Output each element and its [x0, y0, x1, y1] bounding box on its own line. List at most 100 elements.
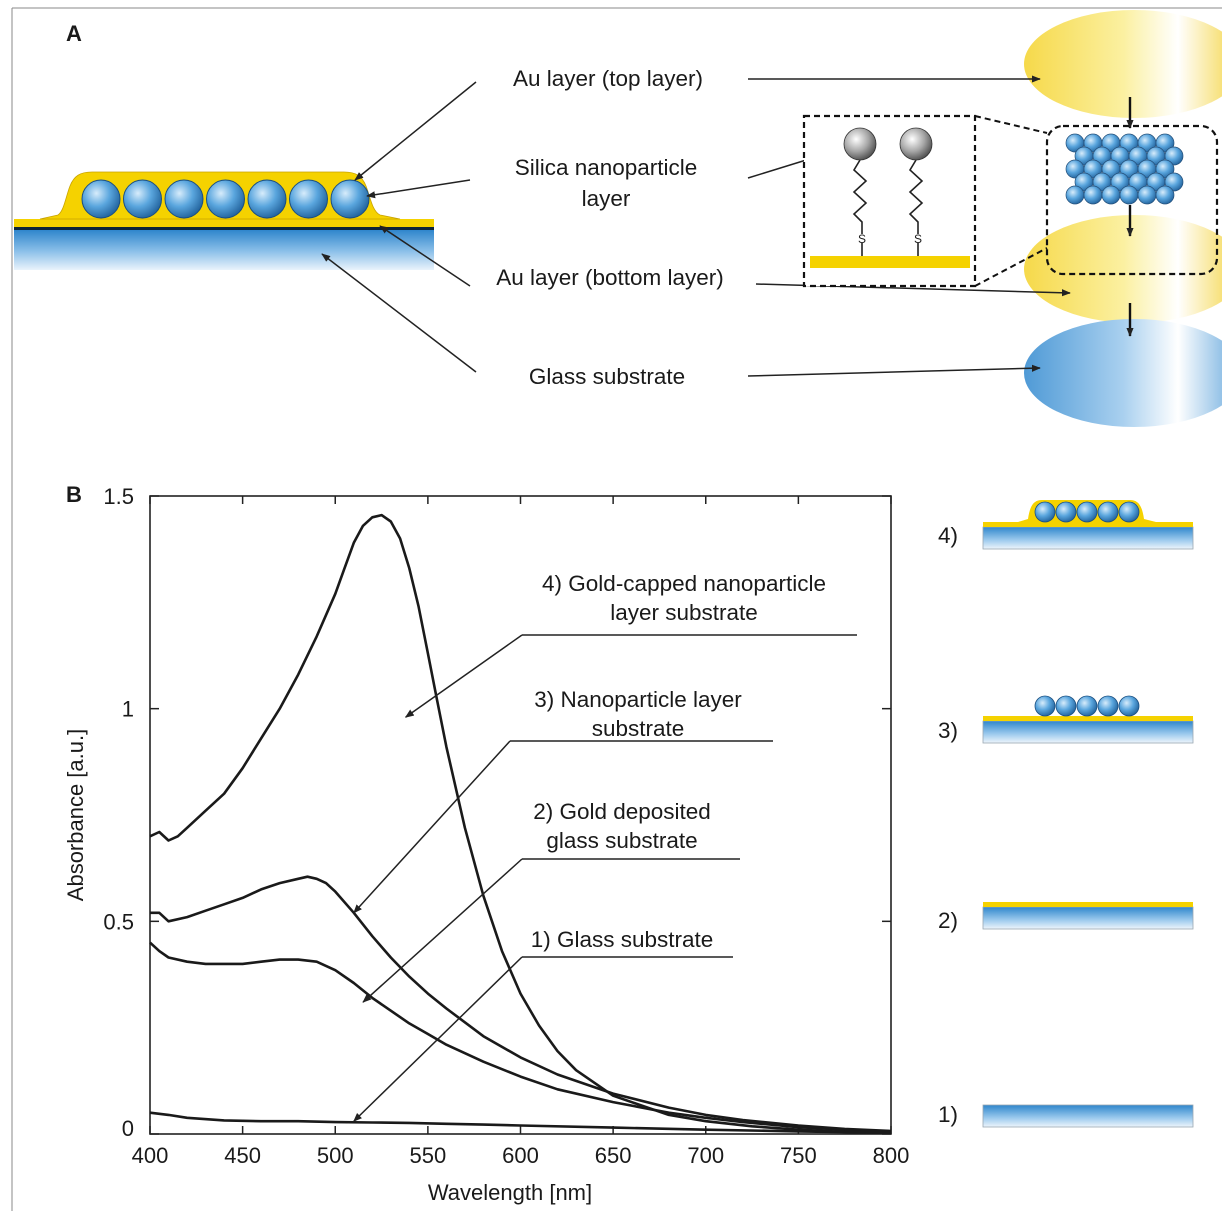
x-tick-label: 450: [224, 1143, 261, 1168]
x-tick-label: 550: [410, 1143, 447, 1168]
arrow-silica-left: [366, 179, 471, 199]
side-glass: [982, 720, 1194, 744]
annotation-a3-line2: substrate: [592, 716, 685, 741]
side-glass: [982, 1104, 1194, 1128]
panel-b: B 400 450 500 550 600 650 700 750 800 0 0.5 1 1.5 4)…: [63, 482, 1194, 1205]
silica-sphere-row: [81, 179, 370, 219]
silica-sphere: [164, 179, 204, 219]
side-glass: [982, 906, 1194, 930]
side-sphere: [1055, 501, 1077, 523]
glass-disc: [1024, 319, 1222, 427]
arrow-au-top-left: [354, 81, 477, 181]
side-sphere: [1076, 501, 1098, 523]
annotation-a1-line1: 1) Glass substrate: [531, 927, 714, 952]
absorbance-curves: [149, 513, 892, 1134]
silica-sphere: [206, 179, 245, 219]
cluster-sphere: [1164, 146, 1184, 166]
cluster-sphere: [1083, 185, 1103, 205]
thiol-linker-2: S: [899, 127, 933, 256]
label-au-bottom: Au layer (bottom layer): [496, 265, 724, 290]
annotation-a4-line2: layer substrate: [610, 600, 758, 625]
au-top-disc: [1024, 10, 1222, 118]
gray-sphere-1: [843, 127, 877, 161]
y-axis-title: Absorbance [a.u.]: [63, 729, 88, 901]
x-tick-label: 750: [780, 1143, 817, 1168]
silica-sphere: [247, 179, 287, 219]
x-tick-label: 700: [687, 1143, 724, 1168]
annotation-a4-line1: 4) Gold-capped nanoparticle: [542, 571, 826, 596]
side-label: 1): [938, 1102, 958, 1127]
side-sphere: [1118, 695, 1140, 717]
particle-cluster-frame: [1045, 124, 1219, 276]
arrow-au-bottom-left: [379, 225, 471, 287]
panel-b-letter: B: [66, 482, 82, 507]
cluster-sphere: [1119, 185, 1139, 205]
side-schematic-1: 1): [938, 1102, 1194, 1128]
y-tick-label: 1: [122, 697, 134, 722]
silica-sphere: [81, 179, 121, 219]
arrow-glass-left: [321, 253, 477, 373]
label-glass: Glass substrate: [529, 364, 685, 389]
curve-annotations: 4) Gold-capped nanoparticle layer substra…: [353, 571, 857, 1122]
zoom-connector-bottom: [974, 247, 1048, 287]
cluster-sphere: [1155, 159, 1175, 179]
cluster-sphere: [1155, 133, 1175, 153]
series-line-4: [149, 513, 892, 1134]
sulfur-atom-2: S: [914, 232, 922, 246]
side-sphere: [1118, 501, 1140, 523]
annotation-a1-leader: [353, 956, 523, 1122]
side-schematic-2: 2): [938, 902, 1194, 933]
label-au-top: Au layer (top layer): [513, 66, 703, 91]
annotation-a4-leader: [404, 634, 523, 718]
side-sphere: [1097, 695, 1119, 717]
zoom-connector-top: [974, 115, 1048, 134]
substrate-cross-section: [14, 171, 434, 270]
series-line-2: [149, 941, 892, 1133]
arrow-glass-right: [747, 364, 1041, 377]
side-glass: [982, 526, 1194, 550]
x-axis-title: Wavelength [nm]: [428, 1180, 592, 1205]
glass-substrate-layer: [14, 230, 434, 270]
sulfur-atom-1: S: [858, 232, 866, 246]
side-sphere: [1034, 695, 1056, 717]
annotation-a2-leader: [362, 858, 523, 1003]
au-bottom-disc: [1024, 215, 1222, 323]
y-tick-label: 1.5: [103, 484, 134, 509]
side-sphere: [1076, 695, 1098, 717]
annotation-a2-line1: 2) Gold deposited: [533, 799, 711, 824]
label-silica-line1: Silica nanoparticle: [515, 155, 698, 180]
side-label: 2): [938, 908, 958, 933]
inset-gold-substrate: [810, 256, 970, 268]
cluster-sphere: [1065, 185, 1085, 205]
silica-sphere: [330, 179, 370, 219]
x-tick-label: 400: [132, 1143, 169, 1168]
side-label: 3): [938, 718, 958, 743]
series-line-3: [150, 875, 892, 1133]
x-tick-label: 650: [595, 1143, 632, 1168]
axis-ticks: 400 450 500 550 600 650 700 750 800 0 0.5 1 1.5: [103, 484, 909, 1168]
annotation-a3-line1: 3) Nanoparticle layer: [534, 687, 742, 712]
dark-interface-line: [14, 227, 434, 230]
side-au-bottom: [983, 716, 1193, 721]
cluster-sphere: [1155, 185, 1175, 205]
side-au-bottom: [983, 902, 1193, 907]
cluster-sphere: [1137, 185, 1157, 205]
silica-particle-cluster: [1065, 133, 1184, 205]
x-tick-label: 500: [317, 1143, 354, 1168]
panel-a: A Au layer (top layer) Silica nanopartic…: [14, 10, 1222, 427]
gray-sphere-2: [899, 127, 933, 161]
side-au-bottom: [983, 522, 1193, 527]
side-sphere: [1034, 501, 1056, 523]
y-tick-label: 0: [122, 1116, 134, 1141]
silica-sphere: [289, 179, 328, 219]
x-tick-label: 800: [873, 1143, 910, 1168]
side-schematics: 4) 3) 2) 1): [938, 500, 1194, 1128]
panel-a-letter: A: [66, 21, 82, 46]
x-tick-label: 600: [502, 1143, 539, 1168]
annotation-a3-leader: [353, 740, 511, 914]
cluster-sphere: [1101, 185, 1121, 205]
side-schematic-4: 4): [938, 500, 1194, 550]
side-sphere: [1097, 501, 1119, 523]
series-line-1: [149, 1111, 892, 1134]
